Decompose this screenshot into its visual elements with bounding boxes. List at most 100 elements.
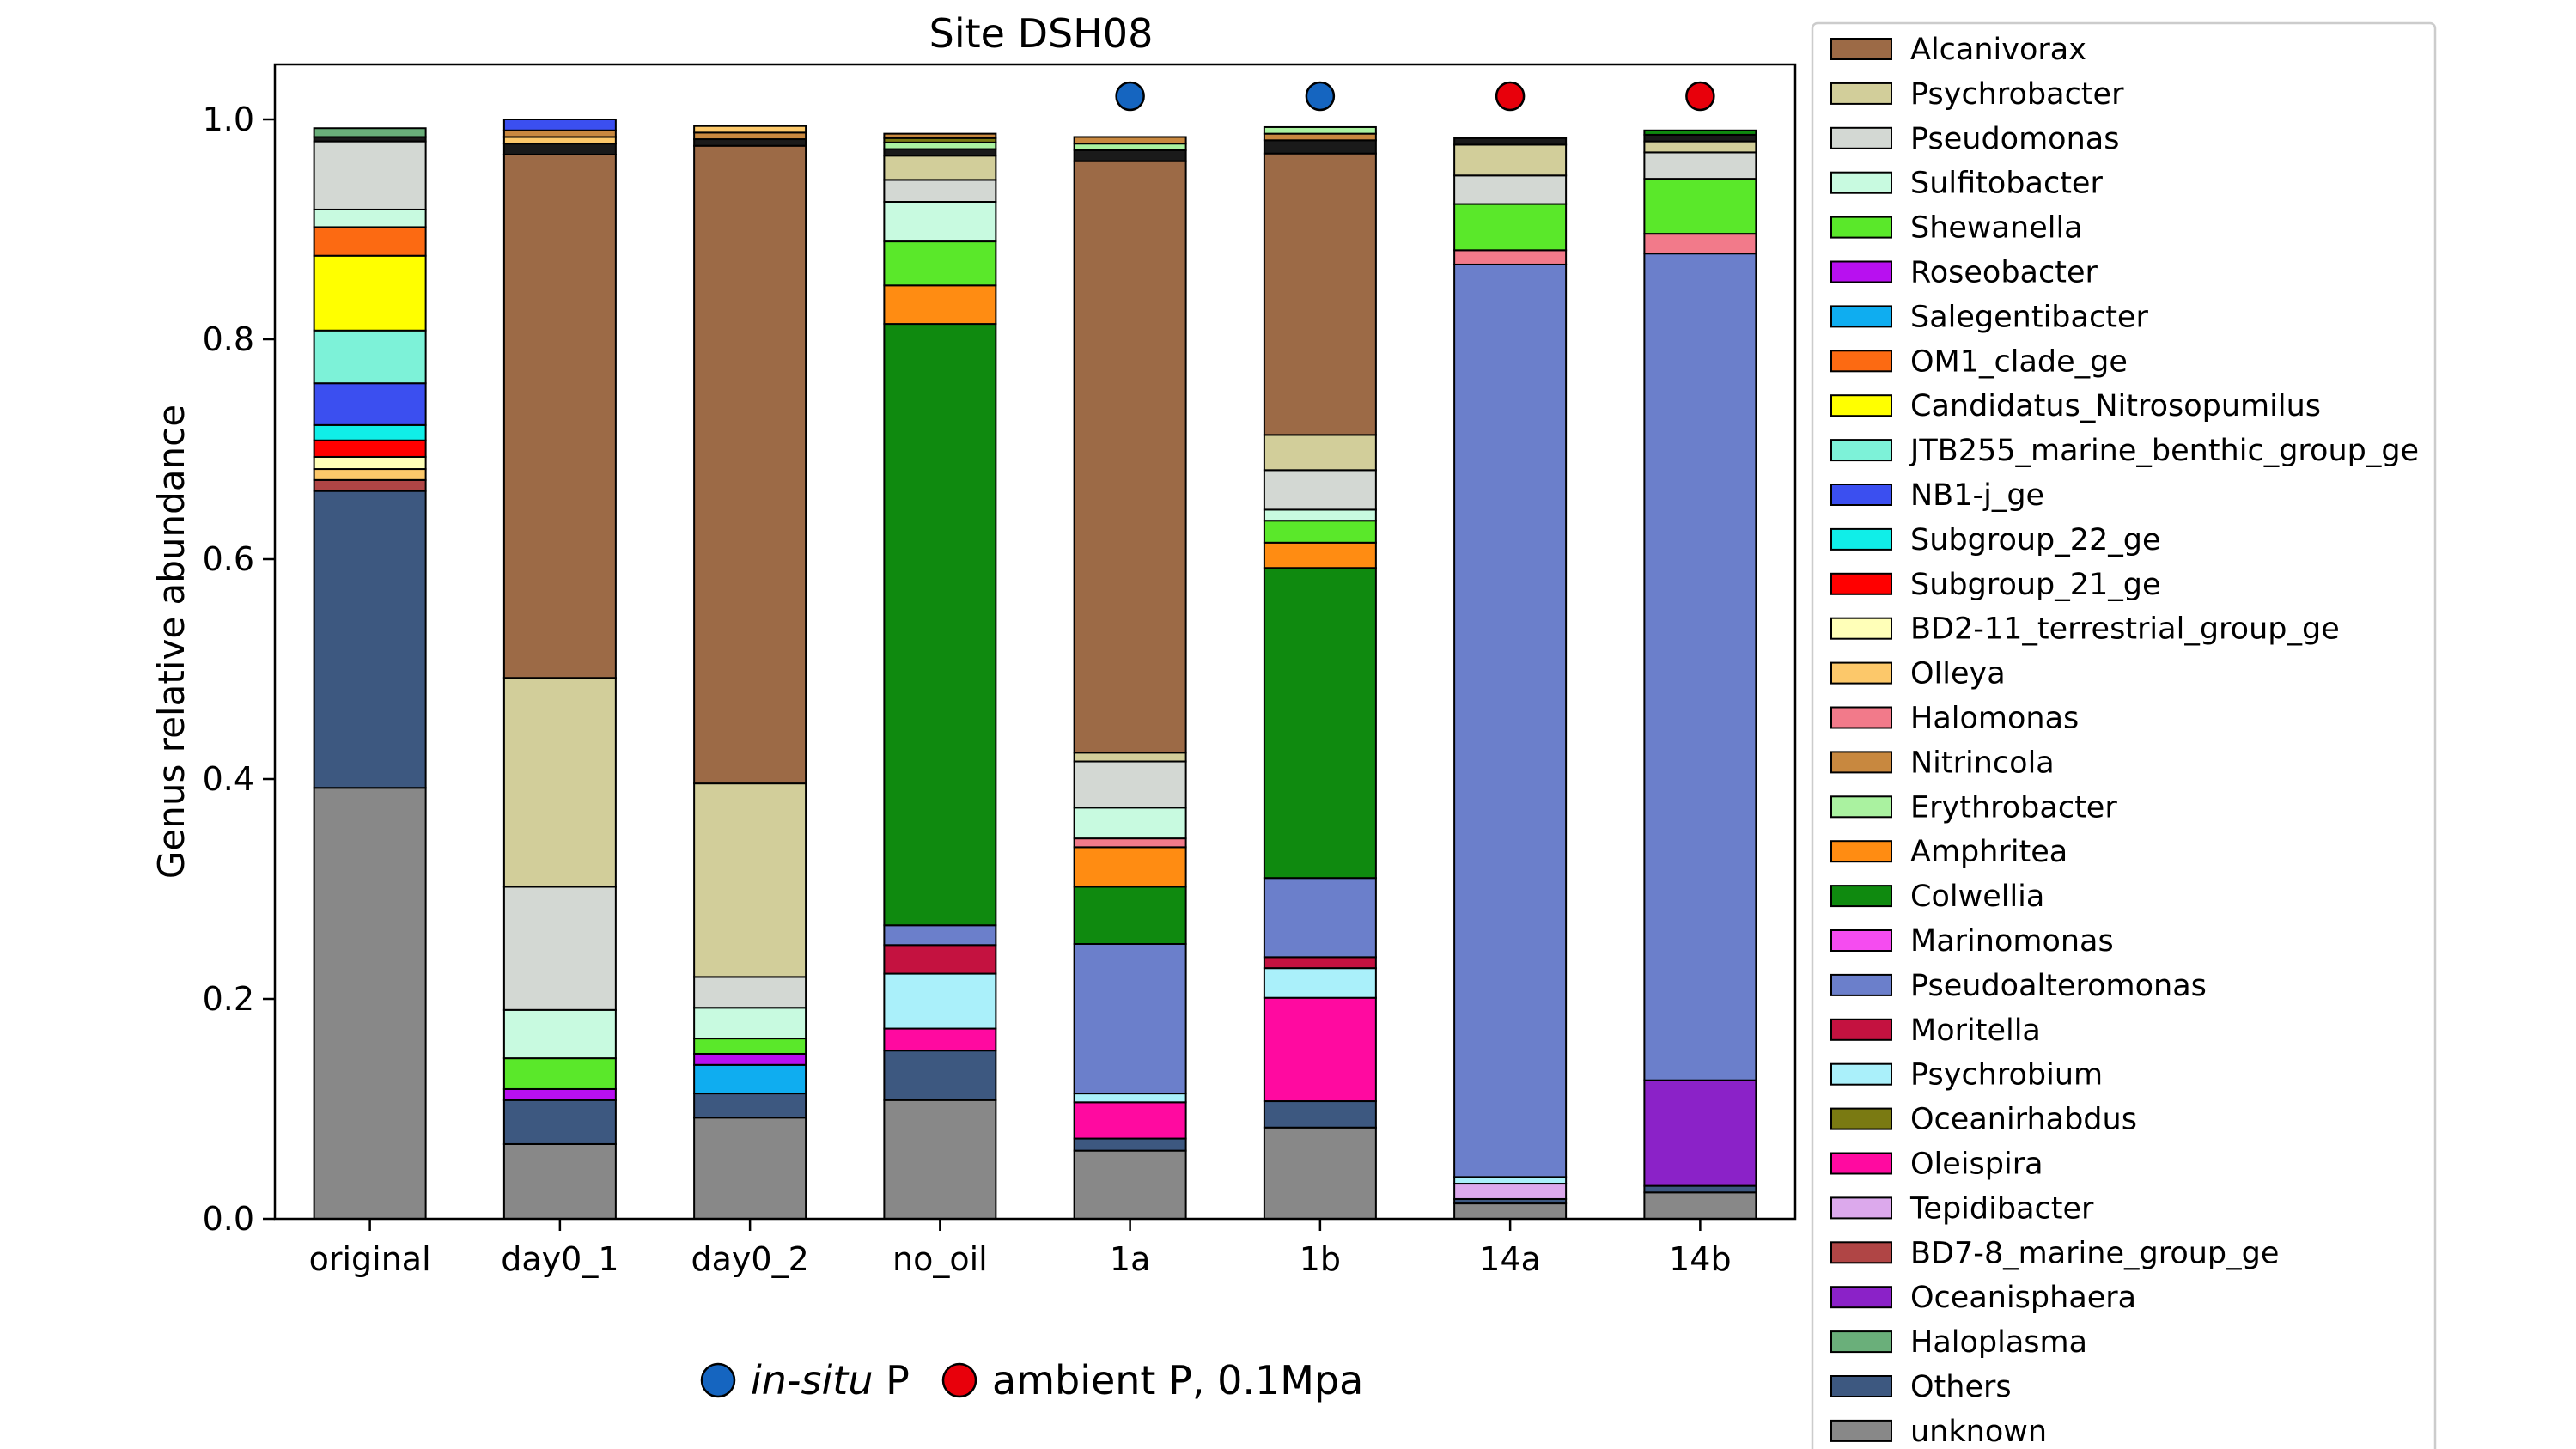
marker-legend: in-situ P ambient P, 0.1Mpa (700, 1357, 1363, 1403)
legend-swatch-Alcanivorax (1830, 38, 1892, 60)
bar-segment-14a-Pseudomonas (1453, 174, 1568, 205)
y-axis: 0.0 0.2 0.4 0.6 0.8 1.0 (203, 100, 275, 1238)
bar-segment-14a-Psychrobacter (1453, 143, 1568, 177)
legend-label-Colwellia: Colwellia (1910, 880, 2044, 914)
legend-swatch-Candidatus_Nitrosopumilus (1830, 394, 1892, 417)
legend-swatch-Pseudomonas (1830, 126, 1892, 149)
bar-segment-original-NB1-j_ge (313, 382, 427, 426)
bar-segment-original-Sulfitobacter (313, 208, 427, 228)
bar-segment-day0_2-Roseobacter (693, 1053, 807, 1066)
marker-1b (1305, 81, 1336, 112)
bar-segment-1a-Amphritea (1073, 846, 1187, 888)
legend-swatch-Others (1830, 1375, 1892, 1397)
bar-segment-day0_2-Shewanella (693, 1038, 807, 1055)
legend-frame (1811, 21, 2437, 1449)
bar-segment-1a-unknown (1073, 1149, 1187, 1221)
legend-swatch-unknown (1830, 1419, 1892, 1442)
bar-segment-original-Pseudomonas (313, 140, 427, 210)
plot-frame (273, 63, 1797, 1221)
legend-swatch-Oceanisphaera (1830, 1286, 1892, 1309)
legend-label-Pseudoalteromonas: Pseudoalteromonas (1910, 969, 2207, 1003)
bar-segment-day0_1-Roseobacter (502, 1087, 617, 1101)
legend-label-Erythrobacter: Erythrobacter (1910, 790, 2117, 825)
bar-segment-14b-Pseudomonas (1643, 151, 1757, 180)
y-tick-label: 1.0 (203, 100, 254, 138)
bar-segment-original-Subgroup_22_ge (313, 423, 427, 441)
legend-label-Others: Others (1910, 1370, 2012, 1404)
bar-segment-1b-Others (1263, 1100, 1377, 1129)
legend-label-Tepidibacter: Tepidibacter (1909, 1191, 2094, 1226)
legend-label-Roseobacter: Roseobacter (1910, 256, 2098, 290)
legend-swatch-Shewanella (1830, 216, 1892, 239)
bar-segment-no_oil-Amphritea (883, 284, 997, 326)
marker-legend-label-in-situ: in-situ P (751, 1357, 910, 1403)
bar-segment-day0_2-minor-1 (693, 131, 807, 141)
bar-segment-14b-Oceanisphaera (1643, 1079, 1757, 1187)
legend-swatch-Moritella (1830, 1018, 1892, 1041)
bar-segment-1b-minor-2 (1263, 125, 1377, 135)
bar-segment-14b-unknown (1643, 1191, 1757, 1221)
bar-segment-1b-minor-1 (1263, 132, 1377, 142)
x-tick-label-14a: 14a (1479, 1240, 1541, 1278)
legend-swatch-Halomonas (1830, 706, 1892, 729)
marker-legend-dot-ambient (941, 1362, 977, 1398)
bar-segment-no_oil-minor-3 (883, 132, 997, 139)
y-tick-label: 0.6 (203, 540, 254, 578)
marker-legend-label-ambient: ambient P, 0.1Mpa (992, 1357, 1363, 1403)
bar-segment-original-OM1_clade_ge (313, 226, 427, 257)
bar-segment-no_oil-Oleispira (883, 1027, 997, 1052)
bar-segment-1b-Psychrobium (1263, 967, 1377, 999)
bar-segment-1b-Psychrobacter (1263, 434, 1377, 472)
bar-segment-day0_1-Others (502, 1099, 617, 1145)
bar-segment-original-minor-1 (313, 127, 427, 138)
legend-swatch-Nitrincola (1830, 751, 1892, 774)
legend-label-Subgroup_22_ge: Subgroup_22_ge (1910, 523, 2161, 557)
bar-segment-original-Subgroup_21_ge (313, 439, 427, 458)
legend-swatch-Tepidibacter (1830, 1196, 1892, 1220)
bar-segment-no_oil-Psychrobium (883, 972, 997, 1030)
legend-swatch-Sulfitobacter (1830, 171, 1892, 194)
bar-segment-day0_1-Pseudomonas (502, 886, 617, 1011)
legend-swatch-Salegentibacter (1830, 305, 1892, 328)
legend-swatch-Oleispira (1830, 1152, 1892, 1175)
x-tick-label-1b: 1b (1300, 1240, 1341, 1278)
legend-label-Shewanella: Shewanella (1910, 211, 2083, 246)
legend-swatch-OM1_clade_ge (1830, 350, 1892, 373)
bar-segment-14a-Shewanella (1453, 203, 1568, 252)
bar-segment-original-Others (313, 490, 427, 789)
bar-segment-day0_1-Psychrobacter (502, 677, 617, 888)
legend-swatch-BD7-8_marine_group_ge (1830, 1241, 1892, 1264)
bars-layer (313, 119, 1757, 1221)
legend-label-JTB255_marine_benthic_group_ge: JTB255_marine_benthic_group_ge (1909, 434, 2419, 468)
legend-label-unknown: unknown (1910, 1415, 2047, 1449)
legend-swatch-BD2-11_terrestrial_group_ge (1830, 617, 1892, 640)
bar-segment-14a-Tepidibacter (1453, 1183, 1568, 1200)
y-tick-label: 0.2 (203, 980, 254, 1018)
legend-swatch-Marinomonas (1830, 929, 1892, 952)
bar-segment-1a-Pseudoalteromonas (1073, 943, 1187, 1095)
legend-swatch-Roseobacter (1830, 260, 1892, 283)
legend-label-Candidatus_Nitrosopumilus: Candidatus_Nitrosopumilus (1910, 389, 2321, 423)
legend-label-Subgroup_21_ge: Subgroup_21_ge (1910, 568, 2161, 602)
bar-segment-14a-unknown (1453, 1202, 1568, 1220)
legend-swatch-NB1-j_ge (1830, 484, 1892, 506)
bar-segment-no_oil-Psychrobacter (883, 155, 997, 181)
marker-14b (1685, 81, 1715, 112)
legend-swatch-Subgroup_22_ge (1830, 527, 1892, 551)
bar-segment-1b-Oleispira (1263, 996, 1377, 1103)
bar-segment-day0_2-Salegentibacter (693, 1063, 807, 1095)
bar-segment-1a-minor-0 (1073, 149, 1187, 162)
bar-segment-14a-Halomonas (1453, 249, 1568, 265)
bar-segment-no_oil-minor-0 (883, 148, 997, 157)
bar-segment-no_oil-Colwellia (883, 323, 997, 927)
legend-swatch-Amphritea (1830, 840, 1892, 863)
bar-segment-day0_1-minor-3 (502, 119, 617, 131)
legend-label-Oleispira: Oleispira (1910, 1148, 2043, 1182)
bar-segment-14b-Psychrobacter (1643, 140, 1757, 154)
bar-segment-14a-Pseudoalteromonas (1453, 263, 1568, 1178)
bar-segment-no_oil-unknown (883, 1099, 997, 1221)
bar-segment-1b-Pseudomonas (1263, 469, 1377, 511)
bar-segment-1b-Moritella (1263, 956, 1377, 970)
x-tick-label-1a: 1a (1110, 1240, 1150, 1278)
bar-segment-14a-minor-0 (1453, 137, 1568, 146)
